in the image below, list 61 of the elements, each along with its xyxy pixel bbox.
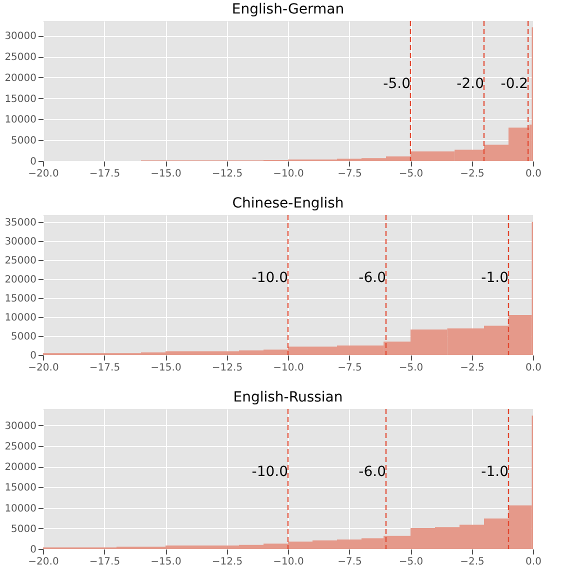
- y-tick-label: 0: [30, 544, 36, 556]
- y-tick-label: 5000: [11, 524, 36, 535]
- y-tick-label: 25000: [4, 442, 36, 453]
- x-tick-label: 0.0: [526, 556, 542, 568]
- y-tick-label: 0: [30, 156, 36, 168]
- x-tick-label: −15.0: [150, 168, 182, 180]
- x-tick-label: −2.5: [460, 362, 484, 374]
- y-tick-label: 20000: [4, 72, 36, 84]
- x-tick-label: −2.5: [460, 556, 484, 568]
- y-tick-label: 5000: [11, 331, 36, 342]
- x-tick-label: −17.5: [89, 362, 120, 374]
- x-tick-label: −10.0: [273, 168, 304, 180]
- y-tick-label: 10000: [4, 503, 36, 514]
- y-tick-label: 25000: [4, 255, 36, 266]
- y-tick-label: 20000: [4, 274, 36, 286]
- x-tick-label: −20.0: [28, 168, 59, 180]
- x-tick-label: −20.0: [28, 362, 59, 374]
- y-tick-label: 15000: [4, 293, 36, 304]
- x-tick-label: −20.0: [28, 556, 59, 568]
- x-tick-label: −15.0: [150, 556, 182, 568]
- y-tick-label: 30000: [4, 420, 36, 432]
- x-tick-label: −10.0: [273, 556, 304, 568]
- x-tick-label: −15.0: [150, 362, 182, 374]
- x-tick-label: 0.0: [526, 362, 542, 374]
- ref-line-label: -2.0: [456, 76, 484, 92]
- y-tick-label: 30000: [4, 236, 36, 248]
- ref-line-label: -6.0: [358, 464, 386, 480]
- x-tick-label: −5.0: [398, 362, 424, 374]
- x-tick-label: −10.0: [273, 362, 304, 374]
- y-tick-label: 10000: [4, 312, 36, 324]
- chart-title: English-Russian: [233, 389, 343, 406]
- x-tick-label: −7.5: [338, 556, 362, 568]
- x-tick-label: 0.0: [526, 168, 542, 180]
- ref-line-label: -1.0: [481, 464, 508, 480]
- ref-line-label: -5.0: [383, 76, 410, 92]
- x-tick-label: −17.5: [89, 168, 120, 180]
- x-tick-label: −17.5: [89, 556, 120, 568]
- y-tick-label: 35000: [4, 217, 36, 228]
- ref-line-label: -0.2: [500, 76, 528, 92]
- y-tick-label: 25000: [4, 52, 36, 64]
- x-tick-label: −12.5: [212, 168, 243, 180]
- x-tick-label: −5.0: [398, 556, 424, 568]
- y-tick-label: 30000: [4, 31, 36, 42]
- y-tick-label: 5000: [11, 136, 36, 147]
- ref-line-label: -10.0: [252, 270, 288, 286]
- y-tick-label: 15000: [4, 94, 36, 105]
- x-tick-label: −7.5: [338, 168, 362, 180]
- x-tick-label: −5.0: [398, 168, 424, 180]
- chart-title: Chinese-English: [232, 195, 344, 212]
- x-tick-label: −12.5: [212, 556, 243, 568]
- x-tick-label: −7.5: [338, 362, 362, 374]
- chart-title: English-German: [232, 1, 344, 18]
- y-tick-label: 20000: [4, 462, 36, 474]
- y-tick-label: 10000: [4, 114, 36, 126]
- ref-line-label: -1.0: [481, 270, 508, 286]
- ref-line-label: -6.0: [358, 270, 386, 286]
- y-tick-label: 15000: [4, 482, 36, 494]
- ref-line-label: -10.0: [252, 464, 288, 480]
- x-tick-label: −2.5: [460, 168, 484, 180]
- y-tick-label: 0: [30, 350, 36, 362]
- x-tick-label: −12.5: [212, 362, 243, 374]
